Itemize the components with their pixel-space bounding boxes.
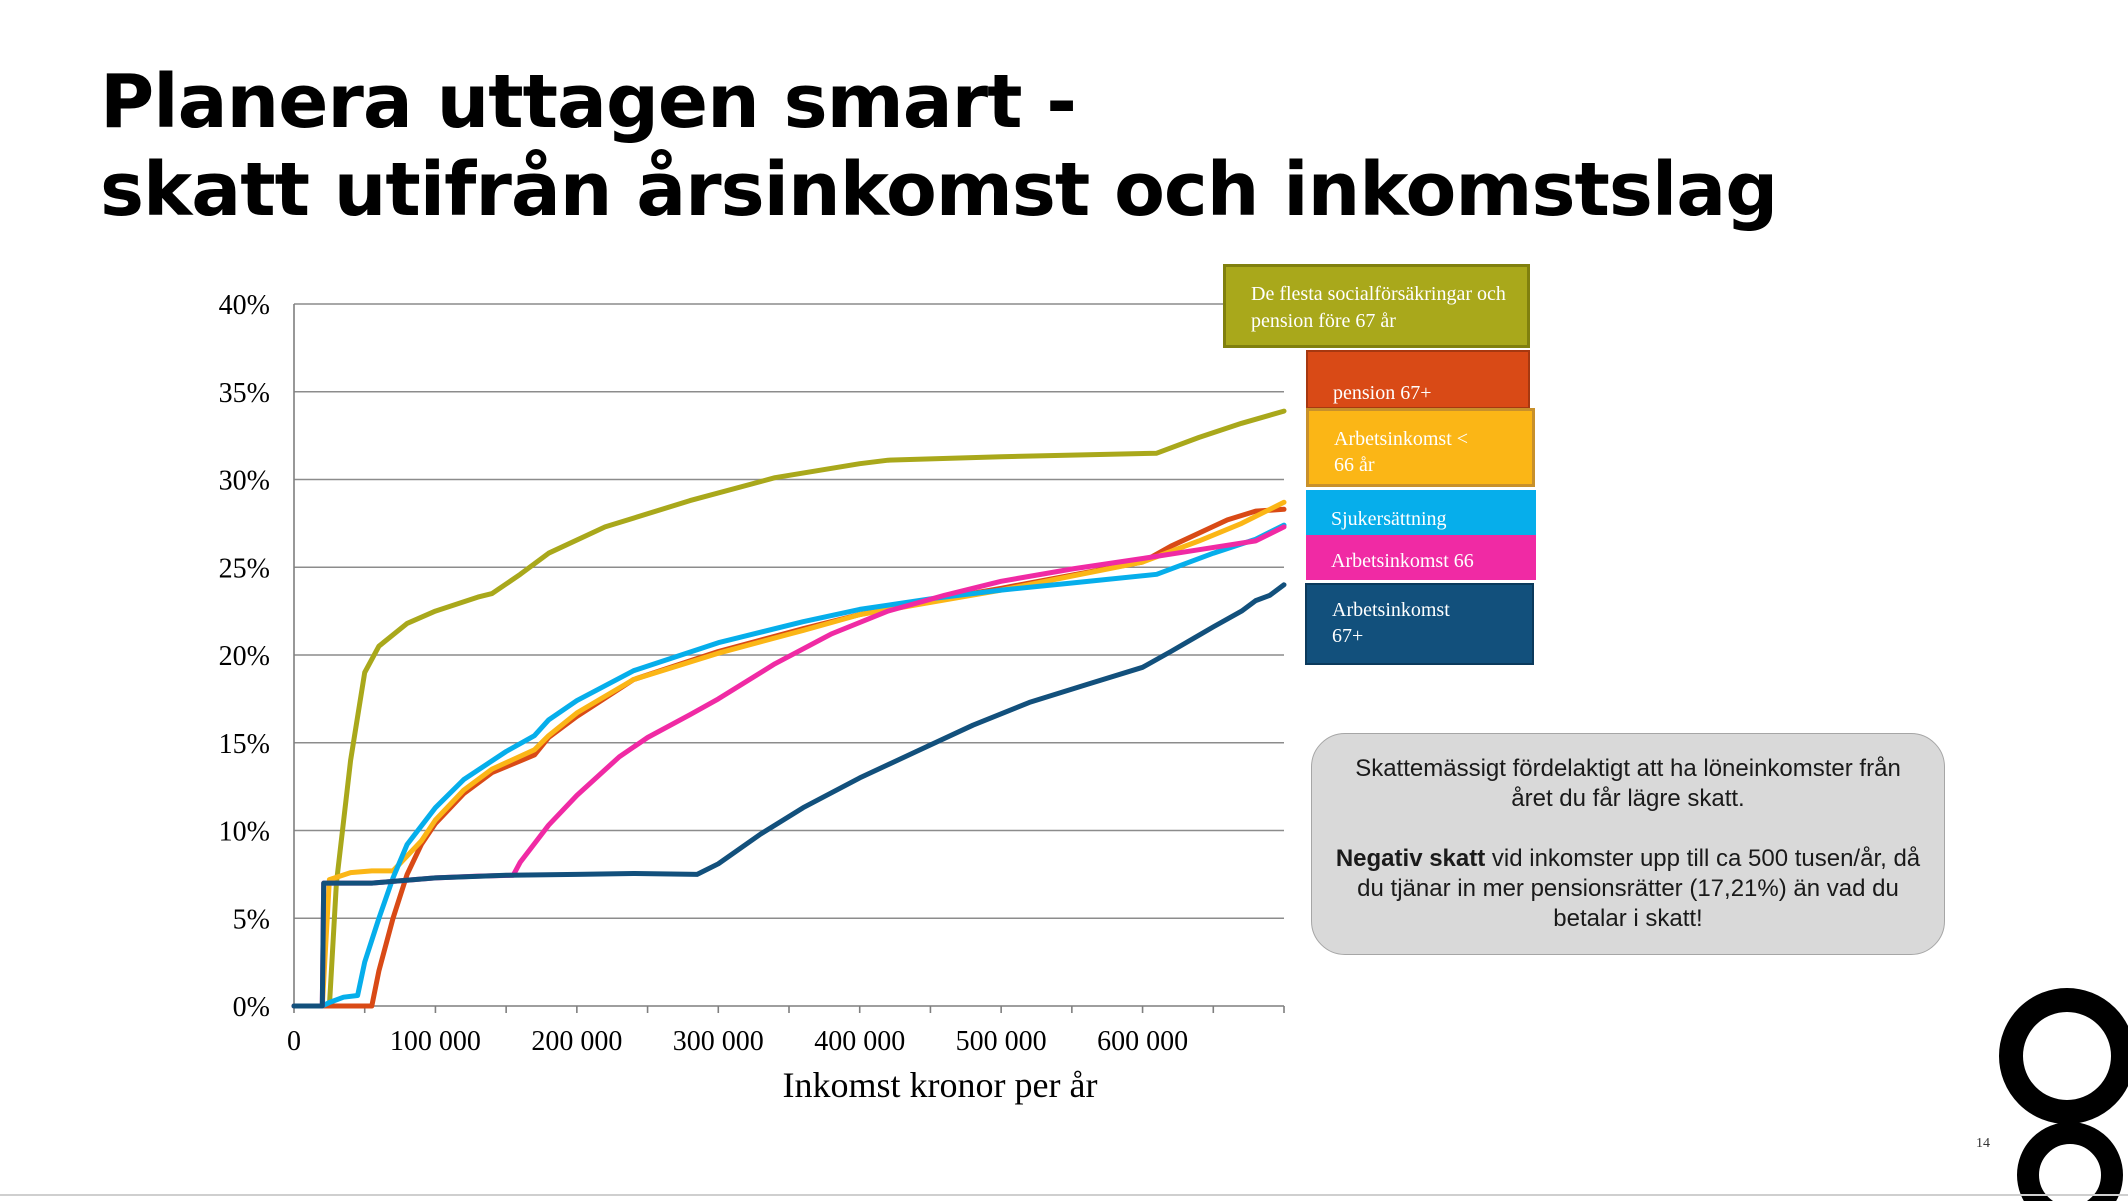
series-line bbox=[291, 506, 1287, 1009]
legend-sickness: Sjukersättning bbox=[1306, 490, 1536, 535]
y-tick-label: 25% bbox=[219, 553, 270, 584]
x-tick-label: 300 000 bbox=[673, 1026, 764, 1057]
callout-bold: Negativ skatt bbox=[1335, 845, 1486, 872]
x-tick-label: 400 000 bbox=[814, 1026, 905, 1057]
legend-pension-67: pension 67+ bbox=[1306, 350, 1530, 409]
legend-work-66-label: Arbetsinkomst 66 bbox=[1331, 550, 1474, 572]
tick-labels: 0% 5% 10% 15% 20% 25% 30% 35% 40% 0 100 000 200 000… bbox=[219, 290, 1188, 1057]
legend-sickness-label: Sjukersättning bbox=[1331, 508, 1447, 530]
legend-pension-67-label: pension 67+ bbox=[1333, 382, 1432, 404]
y-tick-label: 15% bbox=[219, 729, 270, 760]
series-line bbox=[291, 499, 1287, 1009]
series-lines bbox=[291, 408, 1287, 1009]
y-tick-label: 30% bbox=[219, 466, 270, 497]
x-axis-label: Inkomst kronor per år bbox=[783, 1065, 1098, 1105]
series-line bbox=[291, 408, 1287, 1009]
x-tick-label: 100 000 bbox=[390, 1026, 481, 1057]
info-callout: Skattemässigt fördelaktigt att ha lönein… bbox=[1311, 733, 1945, 955]
x-tick-label: 0 bbox=[287, 1026, 301, 1057]
legend-work-67: Arbetsinkomst 67+ bbox=[1305, 583, 1534, 665]
y-tick-label: 0% bbox=[233, 992, 270, 1023]
legend-social-insurance: De flesta socialförsäkringar och pension… bbox=[1223, 264, 1530, 348]
title-line-1: Planera uttagen smart - bbox=[100, 59, 1077, 145]
legend-work-under-66: Arbetsinkomst < 66 år bbox=[1306, 408, 1535, 487]
x-tick-label: 600 000 bbox=[1097, 1026, 1188, 1057]
callout-text-2: Negativ skatt vid inkomster upp till ca … bbox=[1332, 844, 1924, 934]
callout-text-1: Skattemässigt fördelaktigt att ha lönein… bbox=[1355, 755, 1901, 812]
callout-rest: vid inkomster upp till ca 500 tusen/år, … bbox=[1357, 845, 1921, 932]
legend-work-67-label: Arbetsinkomst 67+ bbox=[1332, 599, 1450, 647]
y-tick-label: 20% bbox=[219, 641, 270, 672]
y-tick-label: 5% bbox=[233, 904, 270, 935]
series-line bbox=[291, 524, 1287, 1009]
series-line bbox=[291, 522, 1287, 1009]
legend-social-insurance-label: De flesta socialförsäkringar och pension… bbox=[1251, 283, 1506, 332]
y-tick-label: 10% bbox=[219, 817, 270, 848]
slide-title: Planera uttagen smart - skatt utifrån år… bbox=[100, 58, 1778, 234]
x-tick-label: 200 000 bbox=[531, 1026, 622, 1057]
x-tick-label: 500 000 bbox=[956, 1026, 1047, 1057]
bottom-divider bbox=[0, 1194, 2128, 1196]
legend-work-under-66-label: Arbetsinkomst < 66 år bbox=[1334, 428, 1469, 476]
series-line bbox=[291, 582, 1287, 1009]
y-tick-label: 35% bbox=[219, 378, 270, 409]
page-number: 14 bbox=[1976, 1136, 1990, 1151]
axes bbox=[293, 304, 1285, 1013]
y-tick-label: 40% bbox=[219, 290, 270, 321]
legend-work-66: Arbetsinkomst 66 bbox=[1306, 535, 1536, 580]
title-line-2: skatt utifrån årsinkomst och inkomstslag bbox=[100, 147, 1778, 233]
grid-lines bbox=[294, 303, 1284, 920]
